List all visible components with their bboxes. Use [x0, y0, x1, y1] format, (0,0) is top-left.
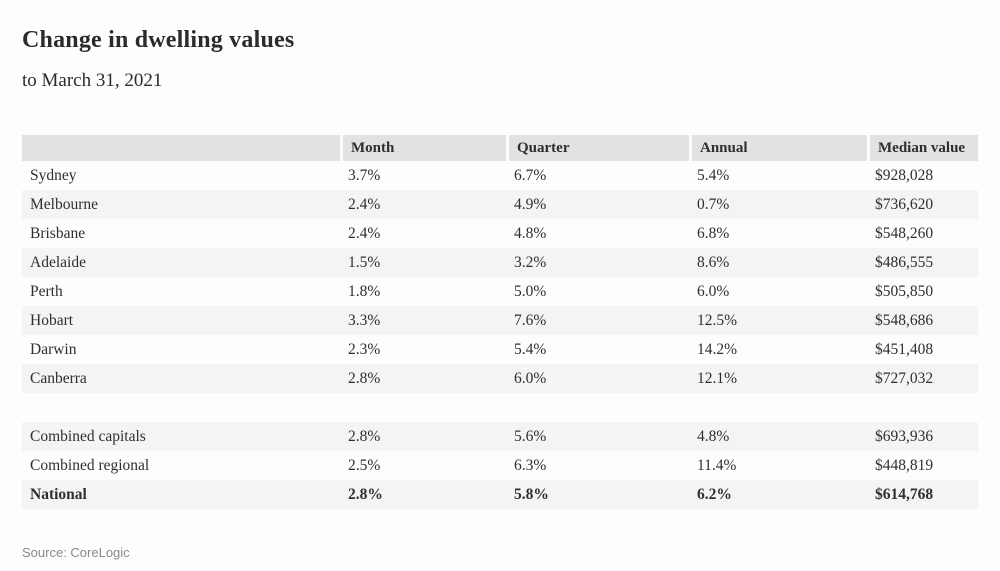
header-month: Month	[340, 135, 506, 161]
table-row-perth: Perth 1.8% 5.0% 6.0% $505,850	[22, 277, 978, 306]
quarter-cell: 6.3%	[514, 457, 547, 474]
quarter-cell: 3.2%	[514, 254, 547, 271]
table-group-spacer	[22, 393, 978, 422]
annual-cell: 6.2%	[697, 486, 732, 503]
page-subtitle: to March 31, 2021	[22, 70, 163, 91]
table-row-adelaide: Adelaide 1.5% 3.2% 8.6% $486,555	[22, 248, 978, 277]
region-cell: Hobart	[30, 312, 74, 329]
median-value-cell: $448,819	[875, 457, 934, 474]
month-cell: 2.8%	[348, 370, 381, 387]
table-row-combined-regional: Combined regional 2.5% 6.3% 11.4% $448,8…	[22, 451, 978, 480]
median-value-cell: $548,260	[875, 225, 934, 242]
quarter-cell: 5.6%	[514, 428, 547, 445]
annual-cell: 11.4%	[697, 457, 737, 474]
annual-cell: 12.1%	[697, 370, 738, 387]
annual-cell: 8.6%	[697, 254, 730, 271]
table-row-darwin: Darwin 2.3% 5.4% 14.2% $451,408	[22, 335, 978, 364]
month-cell: 1.8%	[348, 283, 381, 300]
header-region	[22, 135, 340, 161]
median-value-cell: $548,686	[875, 312, 934, 329]
median-value-cell: $693,936	[875, 428, 934, 445]
month-cell: 3.3%	[348, 312, 381, 329]
annual-cell: 0.7%	[697, 196, 730, 213]
median-value-cell: $614,768	[875, 486, 934, 503]
median-value-cell: $727,032	[875, 370, 934, 387]
page-title: Change in dwelling values	[22, 27, 295, 53]
quarter-cell: 5.8%	[514, 486, 549, 503]
region-cell: Combined capitals	[30, 428, 146, 445]
table-row-combined-capitals: Combined capitals 2.8% 5.6% 4.8% $693,93…	[22, 422, 978, 451]
region-cell: Darwin	[30, 341, 77, 358]
median-value-cell: $928,028	[875, 167, 934, 184]
source-note: Source: CoreLogic	[22, 545, 130, 560]
quarter-cell: 6.7%	[514, 167, 547, 184]
region-cell: Brisbane	[30, 225, 86, 242]
region-cell: Combined regional	[30, 457, 150, 474]
quarter-cell: 6.0%	[514, 370, 547, 387]
header-quarter: Quarter	[506, 135, 689, 161]
header-median-value: Median value	[867, 135, 978, 161]
month-cell: 2.8%	[348, 428, 381, 445]
month-cell: 2.4%	[348, 196, 381, 213]
table-row-sydney: Sydney 3.7% 6.7% 5.4% $928,028	[22, 161, 978, 190]
region-cell: Adelaide	[30, 254, 86, 271]
table-row-national: National 2.8% 5.8% 6.2% $614,768	[22, 480, 978, 509]
dwelling-values-table: Month Quarter Annual Median value Sydney…	[22, 135, 978, 509]
quarter-cell: 4.8%	[514, 225, 547, 242]
region-cell: Canberra	[30, 370, 87, 387]
annual-cell: 12.5%	[697, 312, 738, 329]
median-value-cell: $486,555	[875, 254, 934, 271]
month-cell: 2.4%	[348, 225, 381, 242]
table-row-hobart: Hobart 3.3% 7.6% 12.5% $548,686	[22, 306, 978, 335]
month-cell: 3.7%	[348, 167, 381, 184]
quarter-cell: 4.9%	[514, 196, 547, 213]
month-cell: 2.8%	[348, 486, 383, 503]
header-annual: Annual	[689, 135, 867, 161]
table-row-brisbane: Brisbane 2.4% 4.8% 6.8% $548,260	[22, 219, 978, 248]
quarter-cell: 5.4%	[514, 341, 547, 358]
annual-cell: 4.8%	[697, 428, 730, 445]
region-cell: National	[30, 486, 87, 503]
month-cell: 1.5%	[348, 254, 381, 271]
month-cell: 2.5%	[348, 457, 381, 474]
median-value-cell: $451,408	[875, 341, 934, 358]
median-value-cell: $505,850	[875, 283, 934, 300]
annual-cell: 6.0%	[697, 283, 730, 300]
table-row-melbourne: Melbourne 2.4% 4.9% 0.7% $736,620	[22, 190, 978, 219]
quarter-cell: 5.0%	[514, 283, 547, 300]
median-value-cell: $736,620	[875, 196, 934, 213]
quarter-cell: 7.6%	[514, 312, 547, 329]
annual-cell: 14.2%	[697, 341, 738, 358]
region-cell: Perth	[30, 283, 63, 300]
annual-cell: 5.4%	[697, 167, 730, 184]
region-cell: Melbourne	[30, 196, 99, 213]
annual-cell: 6.8%	[697, 225, 730, 242]
table-row-canberra: Canberra 2.8% 6.0% 12.1% $727,032	[22, 364, 978, 393]
table-header-row: Month Quarter Annual Median value	[22, 135, 978, 161]
month-cell: 2.3%	[348, 341, 381, 358]
region-cell: Sydney	[30, 167, 77, 184]
